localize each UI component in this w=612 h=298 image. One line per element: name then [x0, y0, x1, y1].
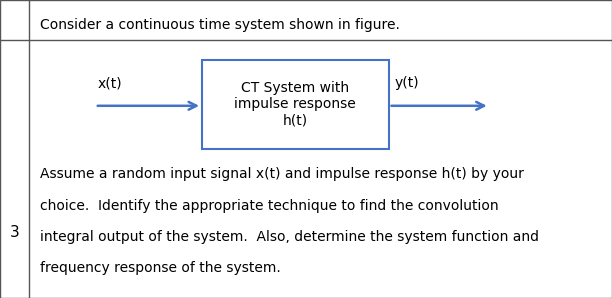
Text: frequency response of the system.: frequency response of the system. — [40, 261, 281, 275]
Text: 3: 3 — [10, 225, 20, 240]
Text: impulse response: impulse response — [234, 97, 356, 111]
Text: integral output of the system.  Also, determine the system function and: integral output of the system. Also, det… — [40, 230, 539, 244]
Text: Consider a continuous time system shown in figure.: Consider a continuous time system shown … — [40, 18, 400, 32]
Text: y(t): y(t) — [395, 77, 419, 90]
Text: x(t): x(t) — [98, 77, 122, 90]
Text: choice.  Identify the appropriate technique to find the convolution: choice. Identify the appropriate techniq… — [40, 199, 499, 212]
Bar — [202, 60, 389, 149]
Text: CT System with: CT System with — [241, 81, 349, 95]
Text: h(t): h(t) — [283, 114, 308, 128]
Text: Assume a random input signal x(t) and impulse response h(t) by your: Assume a random input signal x(t) and im… — [40, 167, 524, 181]
